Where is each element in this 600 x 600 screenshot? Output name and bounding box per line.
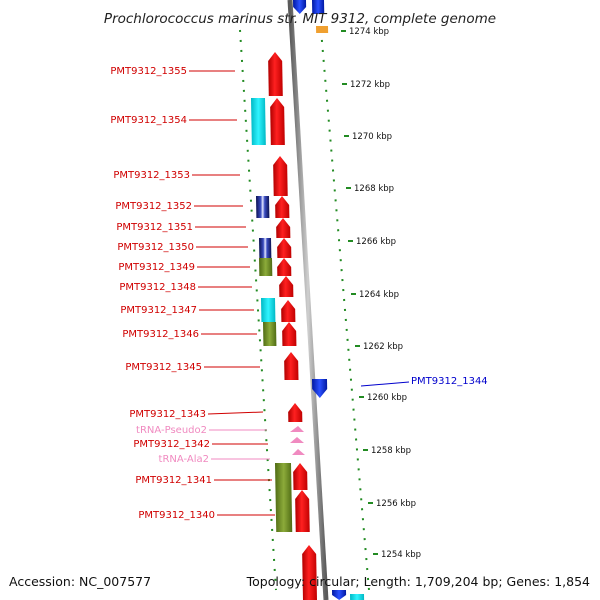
gene-label: tRNA-Ala2 [159,454,209,465]
gene-label: PMT9312_1355 [110,66,187,77]
gene-label: PMT9312_1353 [113,170,190,181]
gene-features [251,0,365,600]
cds-1340 [295,490,310,532]
cds-1353 [273,156,288,196]
trna-pseudo2 [290,426,304,432]
kbp-label: 1274 kbp [349,27,389,37]
outer-tick-column [320,29,370,591]
label-leaders [189,70,410,516]
trna-ala2 [292,449,305,455]
gene-label: PMT9312_1345 [125,362,202,373]
kbp-label: 1262 kbp [363,342,403,352]
cds-1355 [268,52,283,96]
gene-label: PMT9312_1341 [135,475,212,486]
cds-1354 [270,98,285,145]
kbp-label: 1268 kbp [354,184,394,194]
map-title: Prochlorococcus marinus str. MIT 9312, c… [104,11,496,27]
gene-label: PMT9312_1352 [115,201,192,212]
cds-1348 [279,276,294,297]
accession-text: Accession: NC_007577 [9,574,151,589]
cds-1352 [275,196,290,218]
cds-1346 [282,322,297,346]
genome-backbone [287,0,329,600]
gene-label: PMT9312_1354 [110,115,187,126]
cds-1344-reverse [312,379,328,398]
olive-feature-1341 [275,463,293,532]
top-misc-feature [312,0,325,14]
navy-feature-1352 [256,196,270,218]
tick-marks [239,29,370,591]
gene-label: PMT9312_1351 [116,222,193,233]
cyan-feature-1347 [261,298,276,322]
gene-label: PMT9312_1346 [122,329,199,340]
kbp-label: 1264 kbp [359,290,399,300]
cds-1343 [288,403,303,422]
gene-labels: PMT9312_1355 PMT9312_1354 PMT9312_1353 PMT9… [110,66,487,521]
cds-1351 [276,218,291,238]
inner-tick-column [239,29,277,591]
navy-feature-1350 [259,238,272,258]
kbp-label: 1254 kbp [381,550,421,560]
kbp-label: 1272 kbp [350,80,390,90]
gene-label: PMT9312_1350 [117,242,194,253]
cds-1339 [302,545,317,600]
kbp-label: 1258 kbp [371,446,411,456]
gene-leader-line [207,411,264,415]
bottom-cyan-feature [350,594,365,600]
kbp-axis-labels: 1274 kbp 1272 kbp 1270 kbp 1268 kbp 1266 kbp… [341,27,421,560]
cds-1345 [284,352,299,380]
olive-feature-1346 [263,322,277,346]
kbp-label: 1256 kbp [376,499,416,509]
top-orange-feature [316,26,329,33]
gene-label: tRNA-Pseudo2 [136,425,207,436]
gene-label: PMT9312_1348 [119,282,196,293]
gene-label: PMT9312_1340 [138,510,215,521]
kbp-label: 1270 kbp [352,132,392,142]
olive-feature-1349 [259,258,273,276]
cds-reverse-top-feature [293,0,307,14]
trna-pseudo2-b [290,437,304,443]
gene-label: PMT9312_1342 [133,439,210,450]
gene-label-right: PMT9312_1344 [411,376,488,387]
cds-1347 [281,300,296,322]
cds-1349 [277,258,292,276]
gene-label: PMT9312_1349 [118,262,195,273]
gene-label: PMT9312_1347 [120,305,197,316]
gene-leader-line [360,381,410,387]
genome-summary-text: Topology: circular; Length: 1,709,204 bp… [246,574,590,589]
kbp-label: 1260 kbp [367,393,407,403]
cds-1341 [293,463,308,490]
kbp-label: 1266 kbp [356,237,396,247]
bottom-blue-feature [332,590,347,600]
cyan-feature-1354 [251,98,266,145]
cds-1350 [277,238,292,258]
gene-label: PMT9312_1343 [129,409,206,420]
